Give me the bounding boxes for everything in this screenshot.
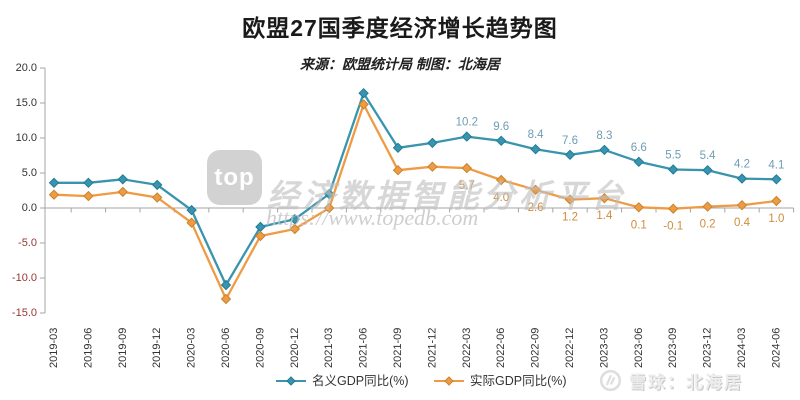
y-axis: 20.0 15.0 10.0 5.0 0.0 -5.0 -10.0 -15.0 <box>12 62 46 319</box>
credit-badge: 雪球：北海居 <box>599 368 743 393</box>
y-tick-label: -15.0 <box>12 307 37 319</box>
page-title: 欧盟27国季度经济增长趋势图 <box>242 15 558 41</box>
x-tick-label: 2022-03 <box>461 328 473 368</box>
x-tick-label: 2020-12 <box>289 328 301 368</box>
y-tick-label: 5.0 <box>22 167 37 179</box>
x-tick-label: 2020-09 <box>254 328 266 368</box>
credit-text: 雪球：北海居 <box>629 373 743 392</box>
x-tick-label: 2024-06 <box>770 328 782 368</box>
data-label: 1.4 <box>596 210 613 222</box>
data-label: 0.2 <box>700 219 716 231</box>
y-tick-label: -10.0 <box>12 272 37 284</box>
data-label: 5.7 <box>459 180 475 192</box>
xueqiu-snowball-icon <box>599 369 622 392</box>
data-label: 8.4 <box>528 129 545 141</box>
legend-label: 名义GDP同比(%) <box>312 373 409 388</box>
data-labels-real-gdp: 5.7 4.0 2.6 1.2 1.4 0.1 -0.1 0.2 0.4 1.0 <box>459 180 785 233</box>
data-label: 9.6 <box>493 121 509 133</box>
x-tick-label: 2022-12 <box>564 328 576 368</box>
x-tick-label: 2021-06 <box>358 328 370 368</box>
x-tick-label: 2019-03 <box>48 328 60 368</box>
x-tick-label: 2019-09 <box>117 328 129 368</box>
y-tick-label: 15.0 <box>16 97 37 109</box>
data-label: 1.0 <box>768 213 784 225</box>
data-label: 0.1 <box>631 219 647 231</box>
x-tick-label: 2022-09 <box>530 328 542 368</box>
data-label: -0.1 <box>663 221 683 233</box>
x-tick-label: 2019-06 <box>82 328 94 368</box>
data-label: 1.2 <box>562 212 578 224</box>
data-label: 2.6 <box>528 202 544 214</box>
x-tick-label: 2021-12 <box>426 328 438 368</box>
data-label: 5.5 <box>665 150 681 162</box>
data-label: 8.3 <box>596 130 612 142</box>
x-tick-label: 2023-09 <box>667 328 679 368</box>
legend-label: 实际GDP同比(%) <box>470 373 567 388</box>
y-tick-label: -5.0 <box>18 237 37 249</box>
legend-item-real-gdp: 实际GDP同比(%) <box>434 373 567 388</box>
x-tick-label: 2024-03 <box>736 328 748 368</box>
x-tick-label: 2023-03 <box>598 328 610 368</box>
x-tick-label: 2019-12 <box>151 328 163 368</box>
data-label: 10.2 <box>456 117 478 129</box>
x-tick-label: 2020-06 <box>220 328 232 368</box>
y-tick-label: 0.0 <box>22 202 37 214</box>
x-tick-label: 2021-09 <box>392 328 404 368</box>
data-label: 5.4 <box>700 150 717 162</box>
series-nominal-gdp <box>48 87 782 291</box>
x-tick-label: 2022-06 <box>495 328 507 368</box>
legend-item-nominal-gdp: 名义GDP同比(%) <box>276 373 409 388</box>
series-real-gdp <box>48 99 782 305</box>
y-tick-label: 10.0 <box>16 132 37 144</box>
data-labels-nominal-gdp: 10.2 9.6 8.4 7.6 8.3 6.6 5.5 5.4 4.2 4.1 <box>456 117 785 172</box>
chart-subtitle: 来源：欧盟统计局 制图：北海居 <box>300 56 500 72</box>
legend: 名义GDP同比(%) 实际GDP同比(%) <box>276 373 567 388</box>
data-label: 7.6 <box>562 135 578 147</box>
x-tick-label: 2021-03 <box>323 328 335 368</box>
x-tick-label: 2023-12 <box>702 328 714 368</box>
x-tick-label: 2020-03 <box>186 328 198 368</box>
y-tick-label: 20.0 <box>16 62 37 74</box>
data-label: 4.2 <box>734 159 750 171</box>
data-label: 4.0 <box>493 192 509 204</box>
data-label: 4.1 <box>768 159 784 171</box>
data-label: 6.6 <box>631 142 647 154</box>
x-tick-label: 2023-06 <box>633 328 645 368</box>
data-label: 0.4 <box>734 217 751 229</box>
